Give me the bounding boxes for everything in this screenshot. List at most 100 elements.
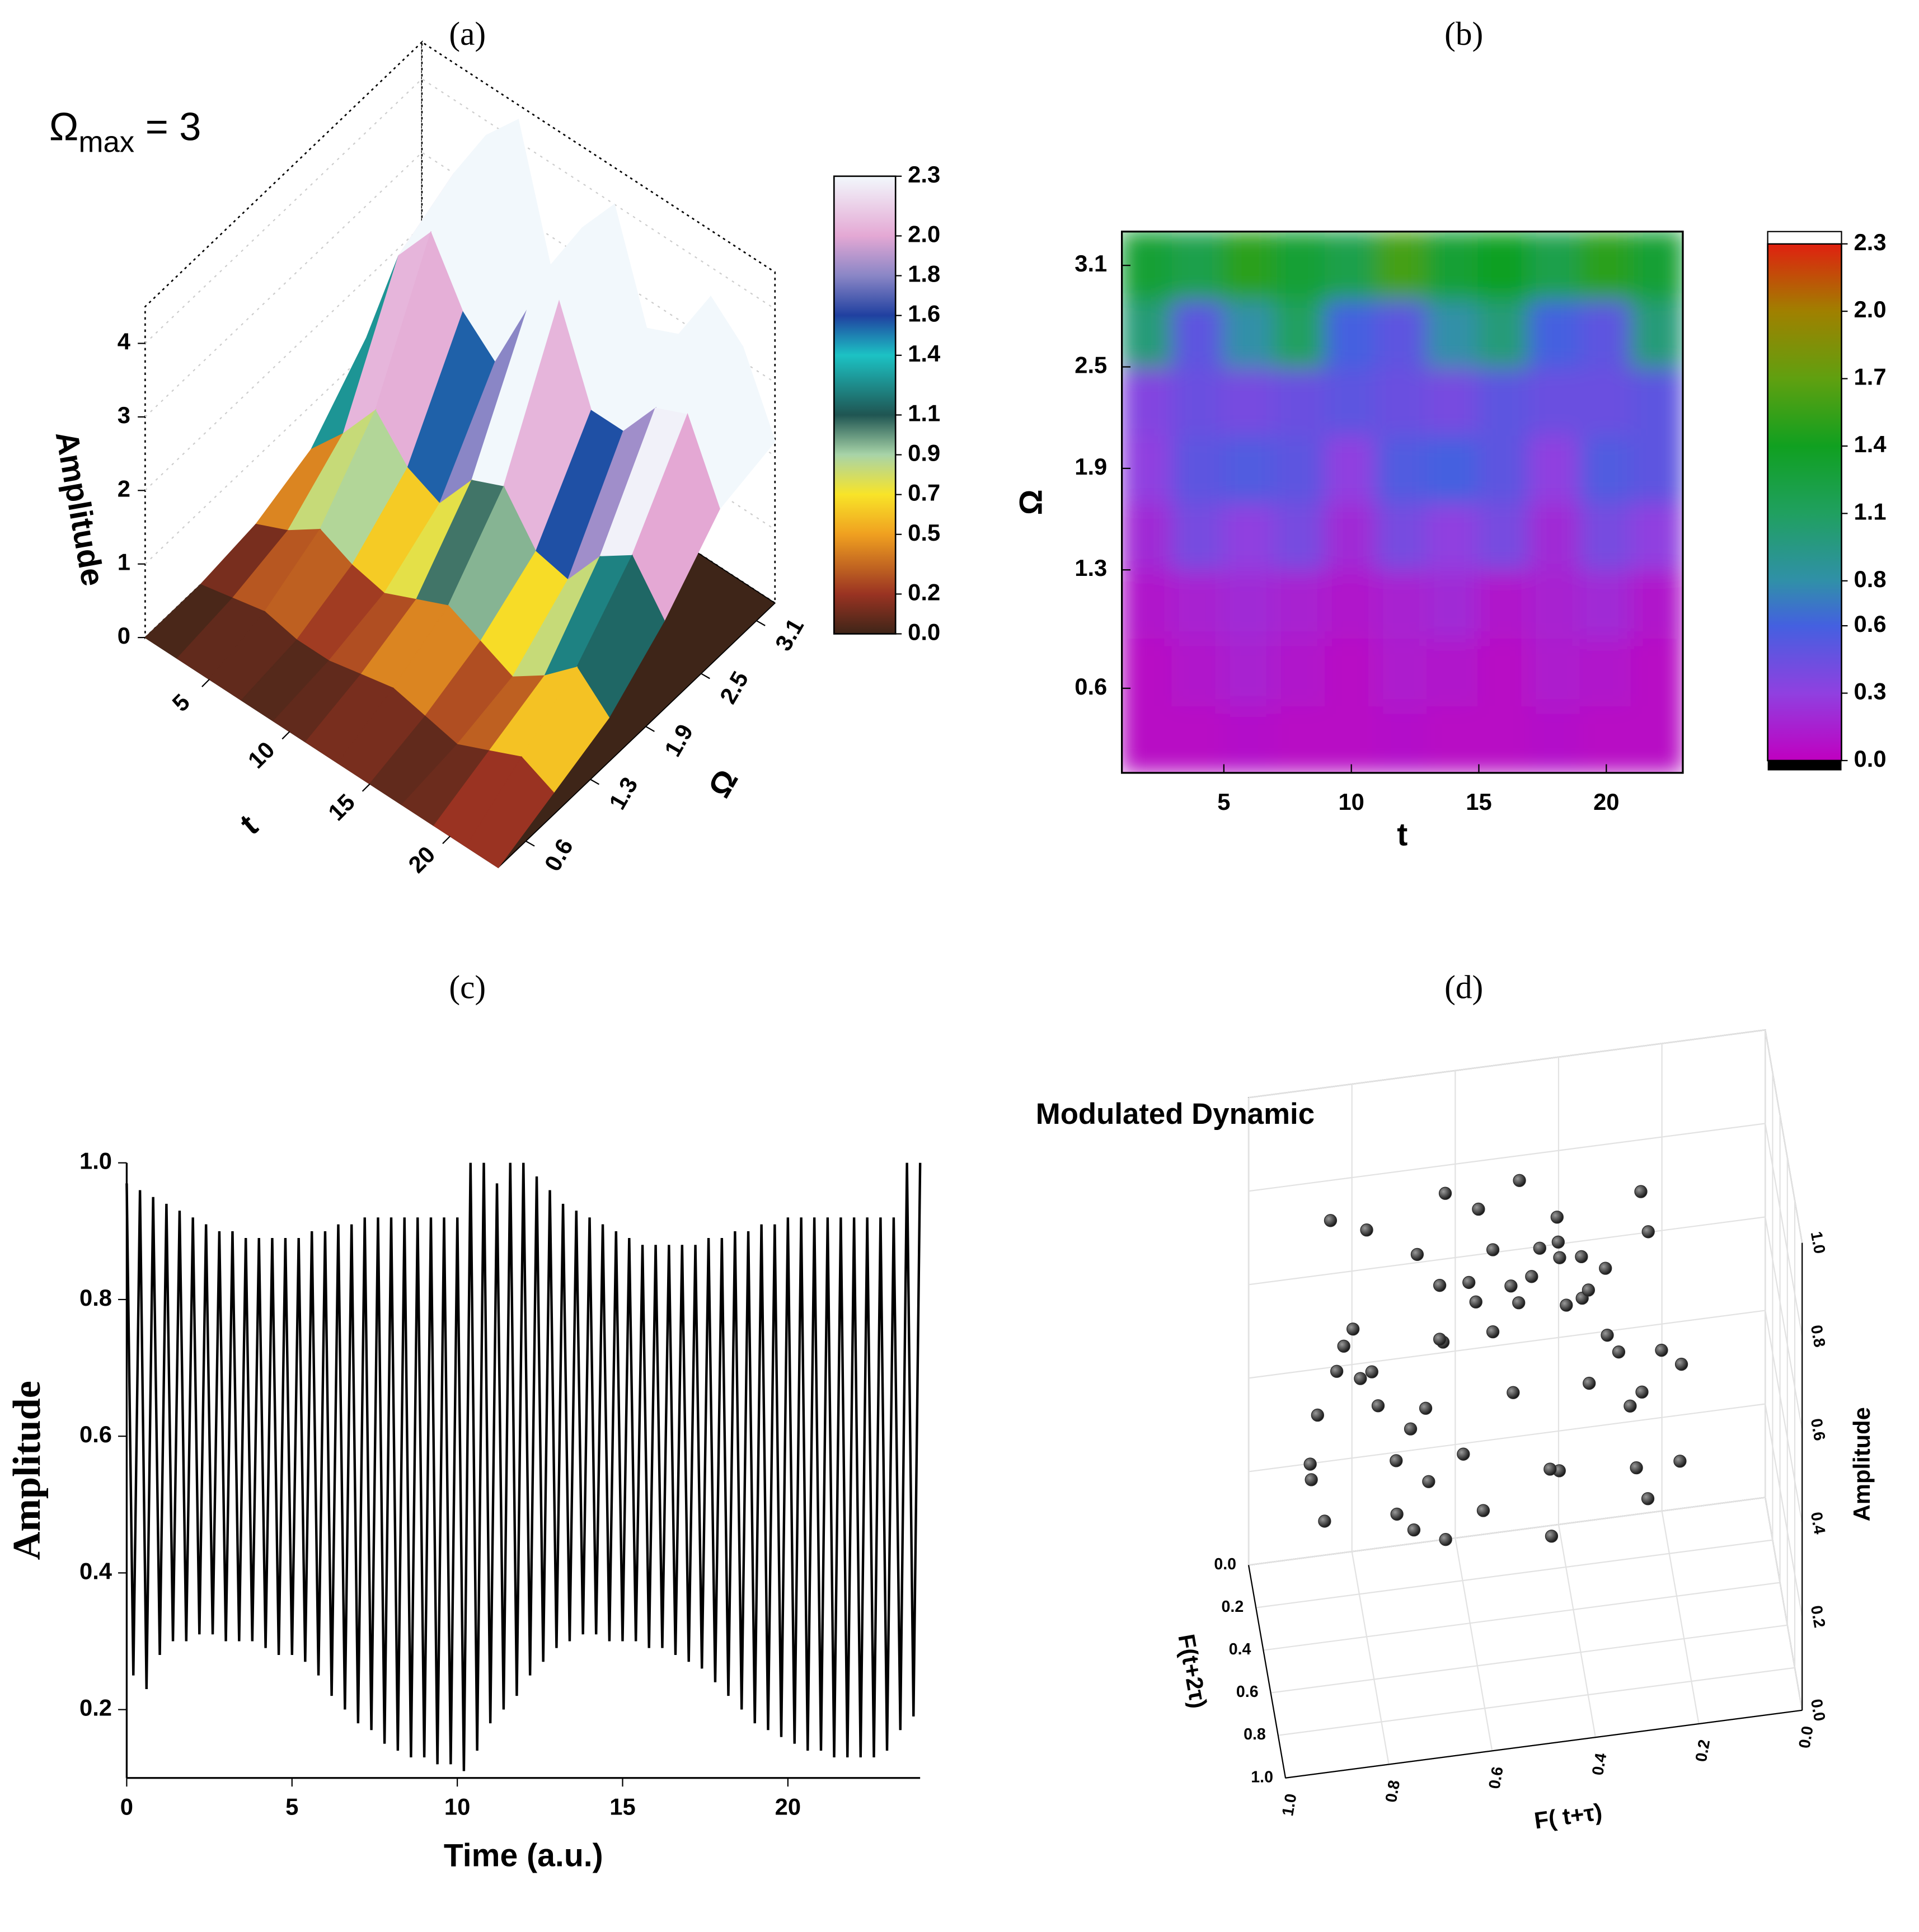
heatmap-cell [1477,298,1531,368]
x-axis-label: Time (a.u.) [444,1838,603,1874]
panel: (c) 0 5 10 15 20 0.2 0.4 0.6 0.8 1.0 Time (a.u.) Amp… [5,969,922,1874]
x-tick-label: 0.4 [1589,1752,1610,1777]
heatmap-cell [1324,501,1378,571]
scatter-point [1303,1457,1317,1471]
heatmap-cell [1273,569,1327,639]
colorbar [833,175,897,635]
y-axis-label: Amplitude [5,1381,49,1560]
heatmap-cell [1528,636,1582,707]
colorbar-tick-label: 0.9 [908,440,940,466]
x-tick-label: 10 [444,1794,470,1820]
heatmap-cell [1477,365,1531,436]
annotation-symbol: Ω [49,104,79,148]
scatter-point [1525,1270,1538,1283]
scatter-point [1354,1372,1367,1385]
annotation-subscript: max [79,126,135,159]
colorbar-tick-label: 2.3 [1854,229,1887,255]
x-tick-label: 5 [167,689,195,717]
y-tick-label: 3.1 [770,614,809,655]
scatter-point [1583,1376,1596,1390]
scatter-point [1560,1298,1573,1312]
panel: (a) 5 10 15 20 0.6 1.3 1.9 2.5 3.1 0 1 2 3 4 Amplitude t… [49,15,941,878]
scatter-point [1601,1329,1614,1342]
heatmap-cell [1122,636,1174,707]
heatmap-cell [1222,636,1277,707]
z-tick-label: 4 [118,329,130,355]
y-tick [526,840,535,847]
heatmap-cell [1122,569,1174,639]
x-tick-label: 15 [323,789,360,826]
heatmap-clip [1122,231,1683,773]
heatmap-cell [1477,231,1531,301]
x-tick-label: 15 [1466,789,1491,815]
z-tick-label: 1 [118,549,130,575]
heatmap-cell [1427,569,1480,639]
panel: (b) 5 10 15 20 0.6 1.3 1.9 2.5 3.1 t Ω 0.0 0.3 0.6 0.8 1… [1013,15,1886,852]
scatter-point [1346,1323,1360,1336]
grid-line [1248,1403,1803,1617]
heatmap-cell [1222,433,1277,504]
panel: (d) 0.0 0.2 0.4 0.6 0.8 1.0 0.0 0.2 0.4 0.6 0.8 1.0 0… [1036,969,1875,1834]
heatmap-cell [1122,298,1174,368]
heatmap-cell [1528,704,1582,773]
z-tick-label: 0.4 [1807,1511,1828,1536]
colorbar-tick-label: 1.4 [908,340,940,367]
heatmap-cell [1528,298,1582,368]
x-tick-label: 0.8 [1382,1779,1404,1804]
heatmap-cell [1630,501,1683,571]
panel-label: (a) [449,15,486,52]
z-tick-label: 0.0 [1807,1697,1828,1723]
scatter-point [1630,1461,1643,1475]
y-tick-label: 0.2 [79,1695,112,1721]
heatmap-cell [1222,501,1277,571]
x-tick-label: 0.0 [1795,1725,1817,1750]
scatter-point [1655,1343,1668,1357]
grid-line [1765,1030,1803,1711]
heatmap-cell [1376,433,1429,504]
y-tick-label: 0.6 [79,1421,112,1447]
floor [1247,1497,1803,1779]
scatter-point [1318,1514,1331,1528]
heatmap-cell [1630,433,1683,504]
heatmap-cell [1477,704,1531,773]
heatmap-cell [1171,231,1226,301]
scatter-point [1545,1530,1559,1543]
colorbar-tick-label: 1.6 [908,301,940,327]
heatmap-cell [1324,636,1378,707]
heatmap-cell [1222,704,1277,773]
scatter-point [1457,1447,1470,1461]
heatmap-cell [1427,298,1480,368]
scatter-point [1337,1339,1350,1353]
heatmap-cell [1630,231,1683,301]
colorbar-tick-label: 0.8 [1854,566,1887,592]
heatmap-cell [1324,569,1378,639]
y-tick [645,726,655,732]
x-tick-label: 0 [120,1794,133,1820]
annotation-rest: = 3 [134,104,201,148]
heatmap-cell [1630,569,1683,639]
plot-frame [1120,231,1684,774]
heatmap-cell [1122,501,1174,571]
grid-line [1248,1123,1803,1337]
heatmap-cells [1122,231,1683,773]
colorbar-tick-label: 1.7 [1854,364,1887,390]
heatmap-cell [1171,636,1226,707]
colorbar-tick-label: 0.0 [908,619,940,645]
heatmap-cell [1122,231,1174,301]
grid-line [1247,1098,1287,1778]
heatmap-cell [1477,501,1531,571]
heatmap-cell [1222,231,1277,301]
line-series [125,1162,922,1771]
z-axis-label: Amplitude [49,429,111,589]
panel-label: (c) [449,969,486,1006]
y-tick-label: 1.0 [1251,1768,1273,1786]
colorbar-tick-label: 0.3 [1854,678,1887,705]
back-wall [1247,1029,1766,1566]
colorbar-cap [1767,231,1842,245]
heatmap-cell [1122,365,1174,436]
heatmap-cell [1171,298,1226,368]
heatmap-cell [1222,365,1277,436]
scatter-point [1330,1364,1344,1378]
grid-line [144,78,776,344]
x-axis-label: t [1397,817,1407,852]
